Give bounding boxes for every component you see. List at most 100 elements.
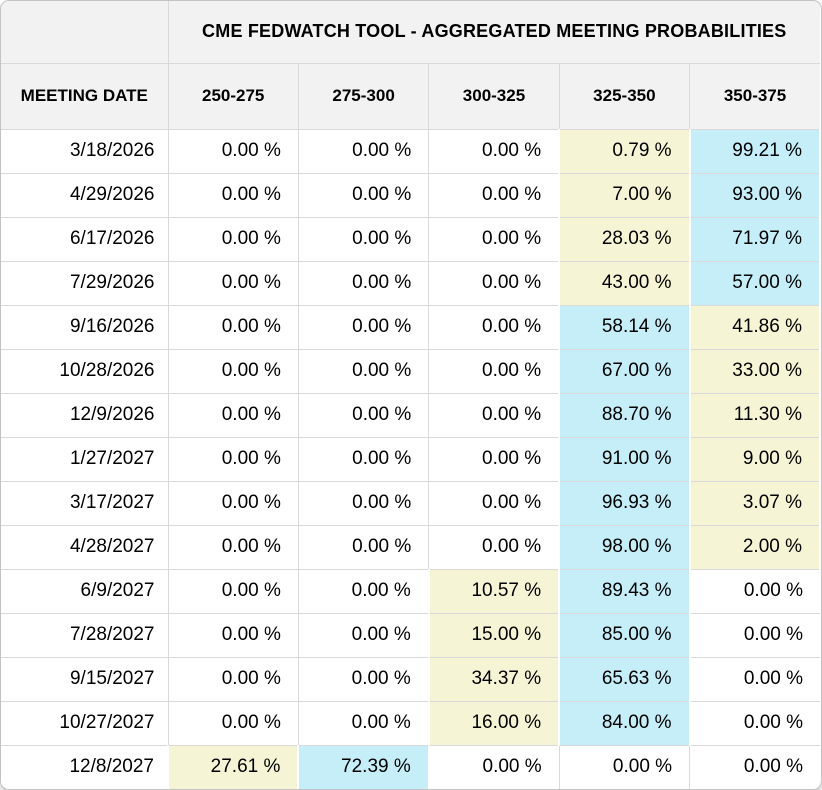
probability-cell: 0.00 % bbox=[428, 128, 560, 173]
table-row: 9/16/2026 0.00 % 0.00 % 0.00 % 58.14 % 41.86 … bbox=[1, 304, 821, 349]
probability-cell: 0.00 % bbox=[167, 656, 299, 701]
probability-cell: 89.43 % bbox=[558, 568, 691, 613]
rate-column-header-350-375: 350-375 bbox=[689, 62, 820, 129]
probability-cell: 0.00 % bbox=[428, 304, 560, 349]
probability-cell: 0.00 % bbox=[167, 172, 299, 217]
meeting-date-column-header: MEETING DATE bbox=[1, 62, 168, 129]
probability-cell: 0.00 % bbox=[167, 216, 299, 261]
probability-cell: 0.00 % bbox=[428, 260, 560, 305]
corner-cell bbox=[1, 1, 168, 63]
probability-cell: 98.00 % bbox=[558, 524, 691, 569]
probability-cell: 0.00 % bbox=[297, 128, 429, 173]
table-row: 7/28/2027 0.00 % 0.00 % 15.00 % 85.00 % 0.00 … bbox=[1, 612, 820, 657]
probability-cell: 34.37 % bbox=[427, 656, 561, 701]
meeting-date-cell: 3/18/2026 bbox=[1, 128, 168, 173]
probability-cell: 0.00 % bbox=[167, 700, 299, 745]
probability-cell: 71.97 % bbox=[688, 216, 821, 261]
probability-cell: 0.00 % bbox=[297, 392, 429, 437]
probability-cell: 0.00 % bbox=[297, 480, 429, 525]
probability-cell: 57.00 % bbox=[688, 260, 821, 305]
meeting-date-cell: 10/28/2026 bbox=[1, 348, 168, 393]
meeting-date-cell: 1/27/2027 bbox=[1, 436, 168, 481]
probability-cell: 0.00 % bbox=[297, 568, 429, 613]
meeting-date-cell: 9/15/2027 bbox=[1, 656, 168, 701]
meeting-date-cell: 9/16/2026 bbox=[1, 304, 168, 349]
table-row: 7/29/2026 0.00 % 0.00 % 0.00 % 43.00 % 57.00 … bbox=[1, 260, 821, 305]
probability-cell: 0.00 % bbox=[167, 392, 299, 437]
probability-cell: 33.00 % bbox=[688, 348, 821, 393]
probability-cell: 0.00 % bbox=[167, 436, 299, 481]
probability-cell: 0.00 % bbox=[689, 744, 820, 789]
probability-cell: 0.79 % bbox=[558, 128, 691, 173]
probability-cell: 0.00 % bbox=[167, 524, 299, 569]
probability-cell: 0.00 % bbox=[428, 480, 560, 525]
probability-cell: 0.00 % bbox=[167, 128, 299, 173]
probability-cell: 43.00 % bbox=[558, 260, 691, 305]
probability-cell: 16.00 % bbox=[427, 700, 561, 745]
probability-cell: 0.00 % bbox=[167, 260, 299, 305]
probability-cell: 0.00 % bbox=[297, 612, 429, 657]
probability-cell: 99.21 % bbox=[688, 128, 821, 173]
meeting-date-cell: 10/27/2027 bbox=[1, 700, 168, 745]
table-row: 6/17/2026 0.00 % 0.00 % 0.00 % 28.03 % 71.97 … bbox=[1, 216, 821, 261]
meeting-date-cell: 7/29/2026 bbox=[1, 260, 168, 305]
probability-cell: 0.00 % bbox=[297, 700, 429, 745]
probability-cell: 0.00 % bbox=[689, 656, 820, 701]
probability-cell: 41.86 % bbox=[688, 304, 821, 349]
rate-column-header-300-325: 300-325 bbox=[428, 62, 560, 129]
probability-cell: 9.00 % bbox=[688, 436, 821, 481]
probability-cell: 15.00 % bbox=[427, 612, 561, 657]
probability-cell: 0.00 % bbox=[428, 216, 560, 261]
probability-cell: 0.00 % bbox=[558, 744, 690, 789]
probability-cell: 0.00 % bbox=[428, 524, 560, 569]
table-row: 4/28/2027 0.00 % 0.00 % 0.00 % 98.00 % 2.00 % bbox=[1, 524, 821, 569]
probability-cell: 7.00 % bbox=[558, 172, 691, 217]
probability-cell: 0.00 % bbox=[428, 348, 560, 393]
table-row: 3/18/2026 0.00 % 0.00 % 0.00 % 0.79 % 99.21 % bbox=[1, 128, 821, 173]
meeting-date-cell: 6/9/2027 bbox=[1, 568, 168, 613]
probability-cell: 0.00 % bbox=[297, 436, 429, 481]
probability-cell: 58.14 % bbox=[558, 304, 691, 349]
table-row: 12/9/2026 0.00 % 0.00 % 0.00 % 88.70 % 11.30 … bbox=[1, 392, 821, 437]
probability-cell: 0.00 % bbox=[297, 172, 429, 217]
meeting-date-cell: 12/8/2027 bbox=[1, 744, 168, 789]
probability-cell: 0.00 % bbox=[297, 348, 429, 393]
column-header-row: MEETING DATE 250-275 275-300 300-325 325-35… bbox=[1, 62, 820, 129]
probability-cell: 93.00 % bbox=[688, 172, 821, 217]
probability-cell: 3.07 % bbox=[688, 480, 821, 525]
probability-cell: 0.00 % bbox=[689, 568, 820, 613]
probability-cell: 67.00 % bbox=[558, 348, 691, 393]
probability-cell: 85.00 % bbox=[558, 612, 691, 657]
table-title: CME FEDWATCH TOOL - AGGREGATED MEETING P… bbox=[167, 1, 820, 63]
probability-cell: 0.00 % bbox=[167, 304, 299, 349]
probability-cell: 65.63 % bbox=[558, 656, 691, 701]
probability-cell: 0.00 % bbox=[428, 744, 560, 789]
probability-cell: 91.00 % bbox=[558, 436, 691, 481]
probability-cell: 72.39 % bbox=[297, 744, 430, 789]
table-row: 3/17/2027 0.00 % 0.00 % 0.00 % 96.93 % 3.07 % bbox=[1, 480, 821, 525]
probability-cell: 96.93 % bbox=[558, 480, 691, 525]
probability-cell: 11.30 % bbox=[688, 392, 821, 437]
meeting-date-cell: 3/17/2027 bbox=[1, 480, 168, 525]
table-row: 6/9/2027 0.00 % 0.00 % 10.57 % 89.43 % 0.00 % bbox=[1, 568, 820, 613]
probability-cell: 0.00 % bbox=[428, 436, 560, 481]
table-row: 1/27/2027 0.00 % 0.00 % 0.00 % 91.00 % 9.00 % bbox=[1, 436, 821, 481]
table-row: 10/27/2027 0.00 % 0.00 % 16.00 % 84.00 % 0.00… bbox=[1, 700, 820, 745]
probability-cell: 0.00 % bbox=[689, 700, 820, 745]
probability-cell: 88.70 % bbox=[558, 392, 691, 437]
probability-cell: 84.00 % bbox=[558, 700, 691, 745]
probability-cell: 0.00 % bbox=[297, 260, 429, 305]
probability-cell: 0.00 % bbox=[297, 656, 429, 701]
probability-cell: 0.00 % bbox=[689, 612, 820, 657]
rate-column-header-275-300: 275-300 bbox=[297, 62, 429, 129]
meeting-date-cell: 12/9/2026 bbox=[1, 392, 168, 437]
table-row: 10/28/2026 0.00 % 0.00 % 0.00 % 67.00 % 33.00… bbox=[1, 348, 821, 393]
probability-cell: 0.00 % bbox=[297, 216, 429, 261]
probability-cell: 27.61 % bbox=[166, 744, 300, 789]
meeting-date-cell: 4/29/2026 bbox=[1, 172, 168, 217]
rate-column-header-325-350: 325-350 bbox=[558, 62, 690, 129]
probability-cell: 10.57 % bbox=[427, 568, 561, 613]
meeting-date-cell: 7/28/2027 bbox=[1, 612, 168, 657]
